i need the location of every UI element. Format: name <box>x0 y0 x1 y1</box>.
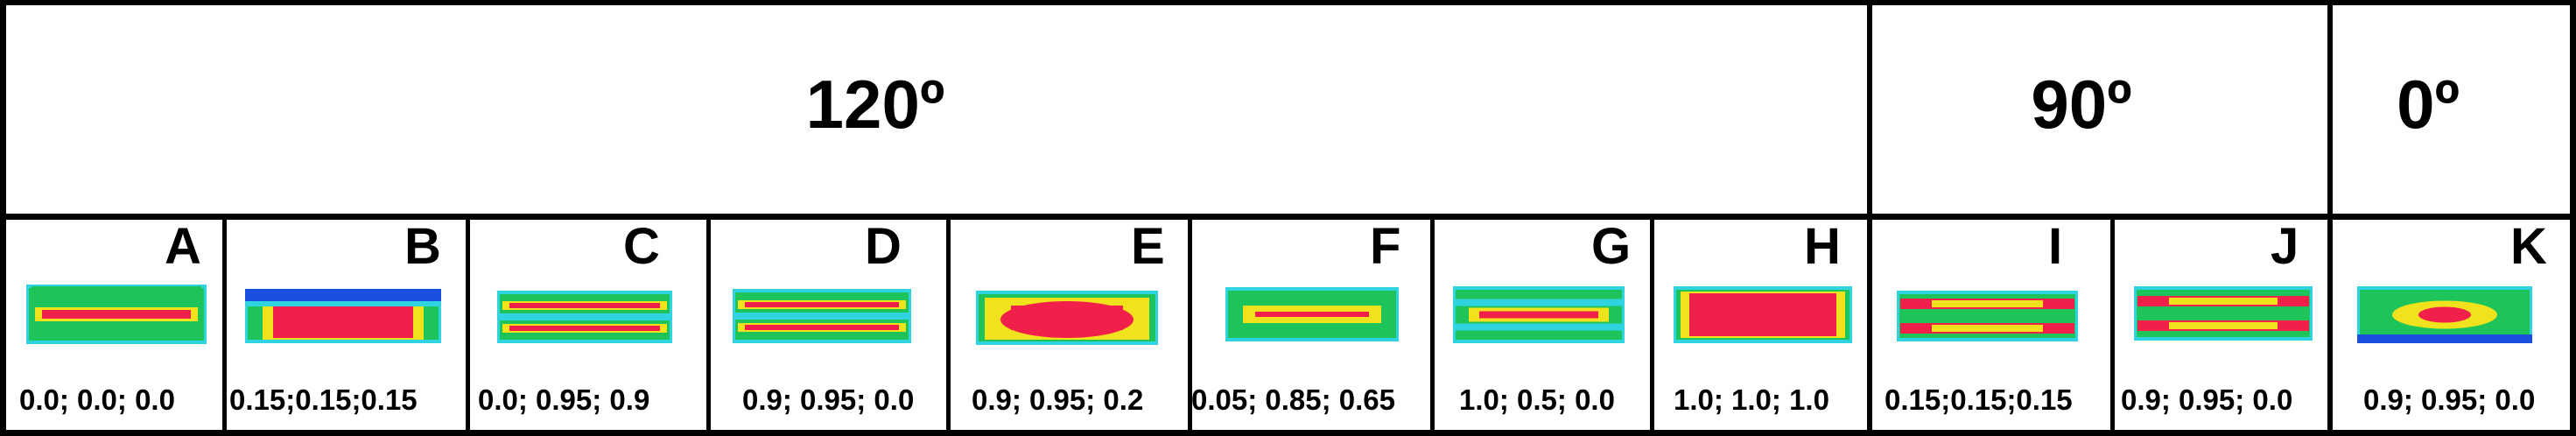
group-separator-120-90 <box>1867 0 1872 436</box>
panel-letter-b: B <box>404 218 441 275</box>
panel-letter-e: E <box>1131 218 1165 275</box>
panel-value-h: 1.0; 1.0; 1.0 <box>1674 383 1829 416</box>
panel-value-b: 0.15;0.15;0.15 <box>229 383 418 416</box>
heatmap-panel-a <box>26 285 207 344</box>
heatmap-panel-j <box>2134 286 2313 341</box>
panel-letter-f: F <box>1370 218 1401 275</box>
panel-letter-c: C <box>623 218 660 275</box>
panel-separator <box>1188 214 1192 436</box>
heatmap-band <box>32 286 201 289</box>
panel-separator <box>1430 214 1435 436</box>
panel-separator <box>466 214 470 436</box>
panel-separator <box>2110 214 2115 436</box>
heatmap-core <box>2418 306 2471 323</box>
heatmap-band <box>2357 334 2532 343</box>
heatmap-core <box>1011 306 1123 330</box>
heatmap-core <box>273 306 413 338</box>
heatmap-band <box>245 289 441 301</box>
heatmap-band <box>245 301 441 306</box>
heatmap-core <box>42 310 191 319</box>
heatmap-core <box>509 303 660 308</box>
heatmap-panel-c <box>497 291 672 343</box>
header-0-degrees: 0º <box>2397 66 2460 143</box>
heatmap-panel-h <box>1674 286 1852 343</box>
heatmap-band <box>2137 310 2310 317</box>
panel-value-i: 0.15;0.15;0.15 <box>1885 383 2073 416</box>
heatmap-core <box>1255 312 1369 317</box>
heatmap-core <box>1479 311 1598 319</box>
panel-letter-g: G <box>1591 218 1632 275</box>
heatmap-core <box>1689 293 1836 336</box>
heatmap-panel-g <box>1453 286 1625 343</box>
border-bottom <box>0 430 2576 436</box>
panel-value-d: 0.9; 0.95; 0.0 <box>742 383 915 416</box>
heatmap-band <box>2169 298 2278 305</box>
heatmap-band <box>500 313 670 320</box>
panel-letter-d: D <box>865 218 902 275</box>
panel-separator <box>222 214 227 436</box>
heatmap-panel-e <box>976 291 1158 345</box>
panel-separator <box>946 214 951 436</box>
panel-value-c: 0.0; 0.95; 0.9 <box>478 383 650 416</box>
heatmap-band <box>1932 325 2043 332</box>
header-90-degrees: 90º <box>2031 66 2132 143</box>
panel-separator <box>1650 214 1654 436</box>
heatmap-band <box>2169 322 2278 329</box>
heatmap-band <box>1932 300 2043 307</box>
heatmap-core <box>745 302 899 307</box>
heatmap-panel-d <box>733 289 911 343</box>
heatmap-panel-b <box>245 289 441 343</box>
panel-value-f: 0.05; 0.85; 0.65 <box>1191 383 1395 416</box>
panel-letter-h: H <box>1804 218 1841 275</box>
panel-separator <box>706 214 711 436</box>
heatmap-panel-i <box>1897 291 2078 341</box>
group-separator-90-0 <box>2327 0 2333 436</box>
panel-value-e: 0.9; 0.95; 0.2 <box>972 383 1144 416</box>
header-120-degrees: 120º <box>805 66 945 143</box>
heatmap-band <box>1456 299 1622 306</box>
heatmap-panel-k <box>2357 286 2532 343</box>
row-separator <box>0 214 2576 220</box>
border-top <box>0 0 2576 5</box>
heatmap-panel-f <box>1225 287 1399 341</box>
heatmap-core <box>509 326 660 331</box>
panel-value-k: 0.9; 0.95; 0.0 <box>2363 383 2536 416</box>
panel-value-g: 1.0; 0.5; 0.0 <box>1459 383 1615 416</box>
panel-value-a: 0.0; 0.0; 0.0 <box>19 383 175 416</box>
heatmap-core <box>745 325 899 330</box>
panel-value-j: 0.9; 0.95; 0.0 <box>2121 383 2293 416</box>
panel-letter-k: K <box>2510 218 2547 275</box>
panel-letter-i: I <box>2048 218 2063 275</box>
panel-letter-j: J <box>2271 218 2299 275</box>
heatmap-band <box>1899 313 2075 320</box>
heatmap-band <box>1456 323 1622 331</box>
panel-letter-a: A <box>165 218 201 275</box>
heatmap-band <box>735 313 909 320</box>
